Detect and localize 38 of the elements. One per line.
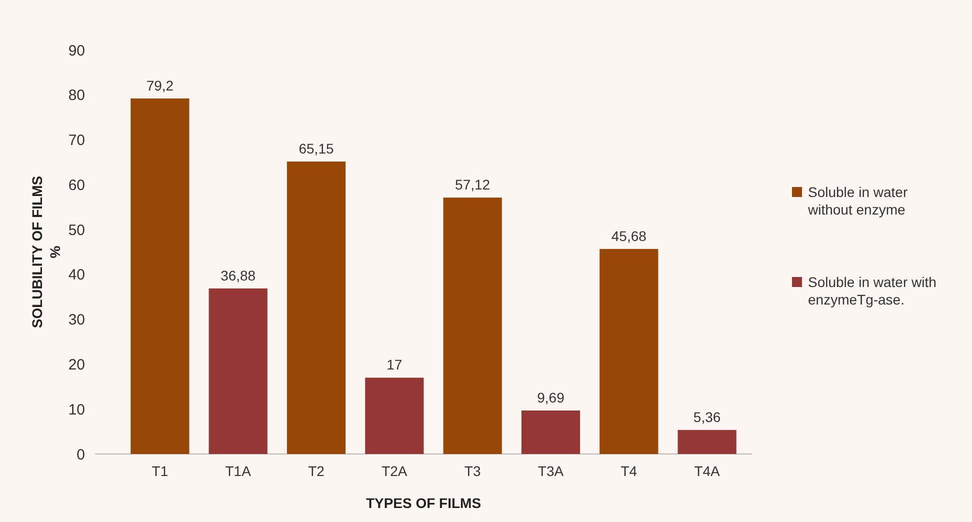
data-label: 65,15 (298, 140, 334, 157)
x-tick-label: T1A (225, 463, 252, 479)
y-tick-label: 20 (68, 356, 85, 374)
data-label: 45,68 (611, 228, 647, 244)
bar (443, 198, 502, 454)
y-tick-label: 10 (68, 401, 85, 418)
data-label: 79,2 (146, 77, 174, 94)
y-tick-label: 40 (68, 266, 85, 284)
x-axis-title: TYPES OF FILMS (366, 495, 482, 511)
x-tick-label: T3 (464, 463, 481, 479)
data-label: 17 (386, 356, 402, 373)
bar (365, 378, 424, 454)
x-tick-label: T1 (152, 463, 168, 479)
x-tick-label: T4 (620, 463, 638, 479)
data-label: 9,69 (537, 390, 565, 406)
legend-label: Soluble in water with enzymeTg-ase. (808, 274, 936, 308)
data-label: 36,88 (220, 267, 256, 284)
y-axis-title: SOLUBILITY OF FILMS % (29, 176, 63, 328)
bar (678, 430, 736, 454)
y-tick-label: 30 (68, 312, 85, 329)
bar (286, 162, 346, 454)
y-tick-label: 90 (68, 42, 85, 60)
bar (521, 410, 580, 454)
x-tick-label: T3A (538, 463, 564, 479)
legend-label: Soluble in water without enzyme (807, 184, 908, 218)
x-tick-label: T2 (308, 463, 325, 479)
x-tick-label: T4A (694, 463, 721, 479)
x-tick-label: T2A (382, 463, 408, 479)
y-tick-label: 60 (68, 176, 85, 194)
bar (600, 248, 658, 454)
bar (130, 98, 190, 454)
y-tick-label: 50 (68, 222, 85, 239)
y-tick-label: 80 (68, 87, 85, 104)
y-tick-label: 70 (68, 132, 85, 150)
bar (208, 288, 268, 454)
data-label: 5,36 (693, 408, 721, 425)
data-label: 57,12 (455, 176, 490, 193)
y-tick-label: 0 (76, 446, 85, 464)
